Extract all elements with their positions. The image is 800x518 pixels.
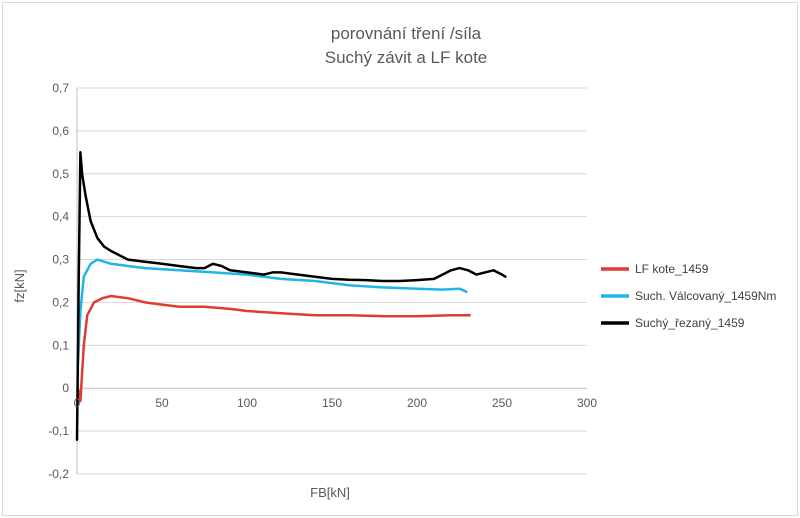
legend-label-0: LF kote_1459: [635, 262, 709, 276]
y-tick-labels: -0,2 -0,1 0 0,1 0,2 0,3 0,4 0,5 0,6 0,7: [48, 81, 69, 481]
y-tick-label: 0,1: [52, 338, 69, 352]
chart-title-line-2: Suchý závit a LF kote: [325, 48, 488, 67]
grid-layer: [77, 87, 587, 475]
x-tick-labels: 0 50 100 150 200 250 300: [74, 396, 598, 410]
series-layer: [75, 151, 507, 441]
axis-layer: [76, 88, 587, 474]
series-line-2: [75, 151, 507, 441]
legend-label-2: Suchý_řezaný_1459: [635, 316, 745, 330]
y-tick-label: 0,3: [52, 253, 69, 267]
y-tick-label: 0,7: [52, 81, 69, 95]
x-tick-label: 150: [322, 396, 342, 410]
series-line-0: [76, 294, 471, 403]
x-tick-label: 100: [237, 396, 257, 410]
x-tick-label: 250: [492, 396, 512, 410]
y-tick-label: 0,5: [52, 167, 69, 181]
legend-label-1: Such. Válcovaný_1459Nm: [635, 289, 776, 303]
chart-svg: porovnání tření /síla Suchý závit a LF k…: [12, 24, 776, 500]
legend: LF kote_1459 Such. Válcovaný_1459Nm Suchý_…: [601, 262, 776, 330]
y-tick-label: 0,6: [52, 124, 69, 138]
x-tick-label: 0: [74, 396, 81, 410]
chart-title-line-1: porovnání tření /síla: [331, 24, 482, 43]
y-tick-label: 0,2: [52, 295, 69, 309]
y-tick-label: -0,1: [48, 424, 69, 438]
y-axis-title: fz[kN]: [12, 269, 27, 302]
x-tick-label: 300: [577, 396, 597, 410]
x-axis-title: FB[kN]: [310, 485, 350, 500]
y-tick-label: -0,2: [48, 467, 69, 481]
x-tick-label: 200: [407, 396, 427, 410]
x-tick-label: 50: [155, 396, 169, 410]
series-line-1: [76, 258, 468, 369]
y-tick-label: 0: [62, 381, 69, 395]
y-tick-label: 0,4: [52, 210, 69, 224]
